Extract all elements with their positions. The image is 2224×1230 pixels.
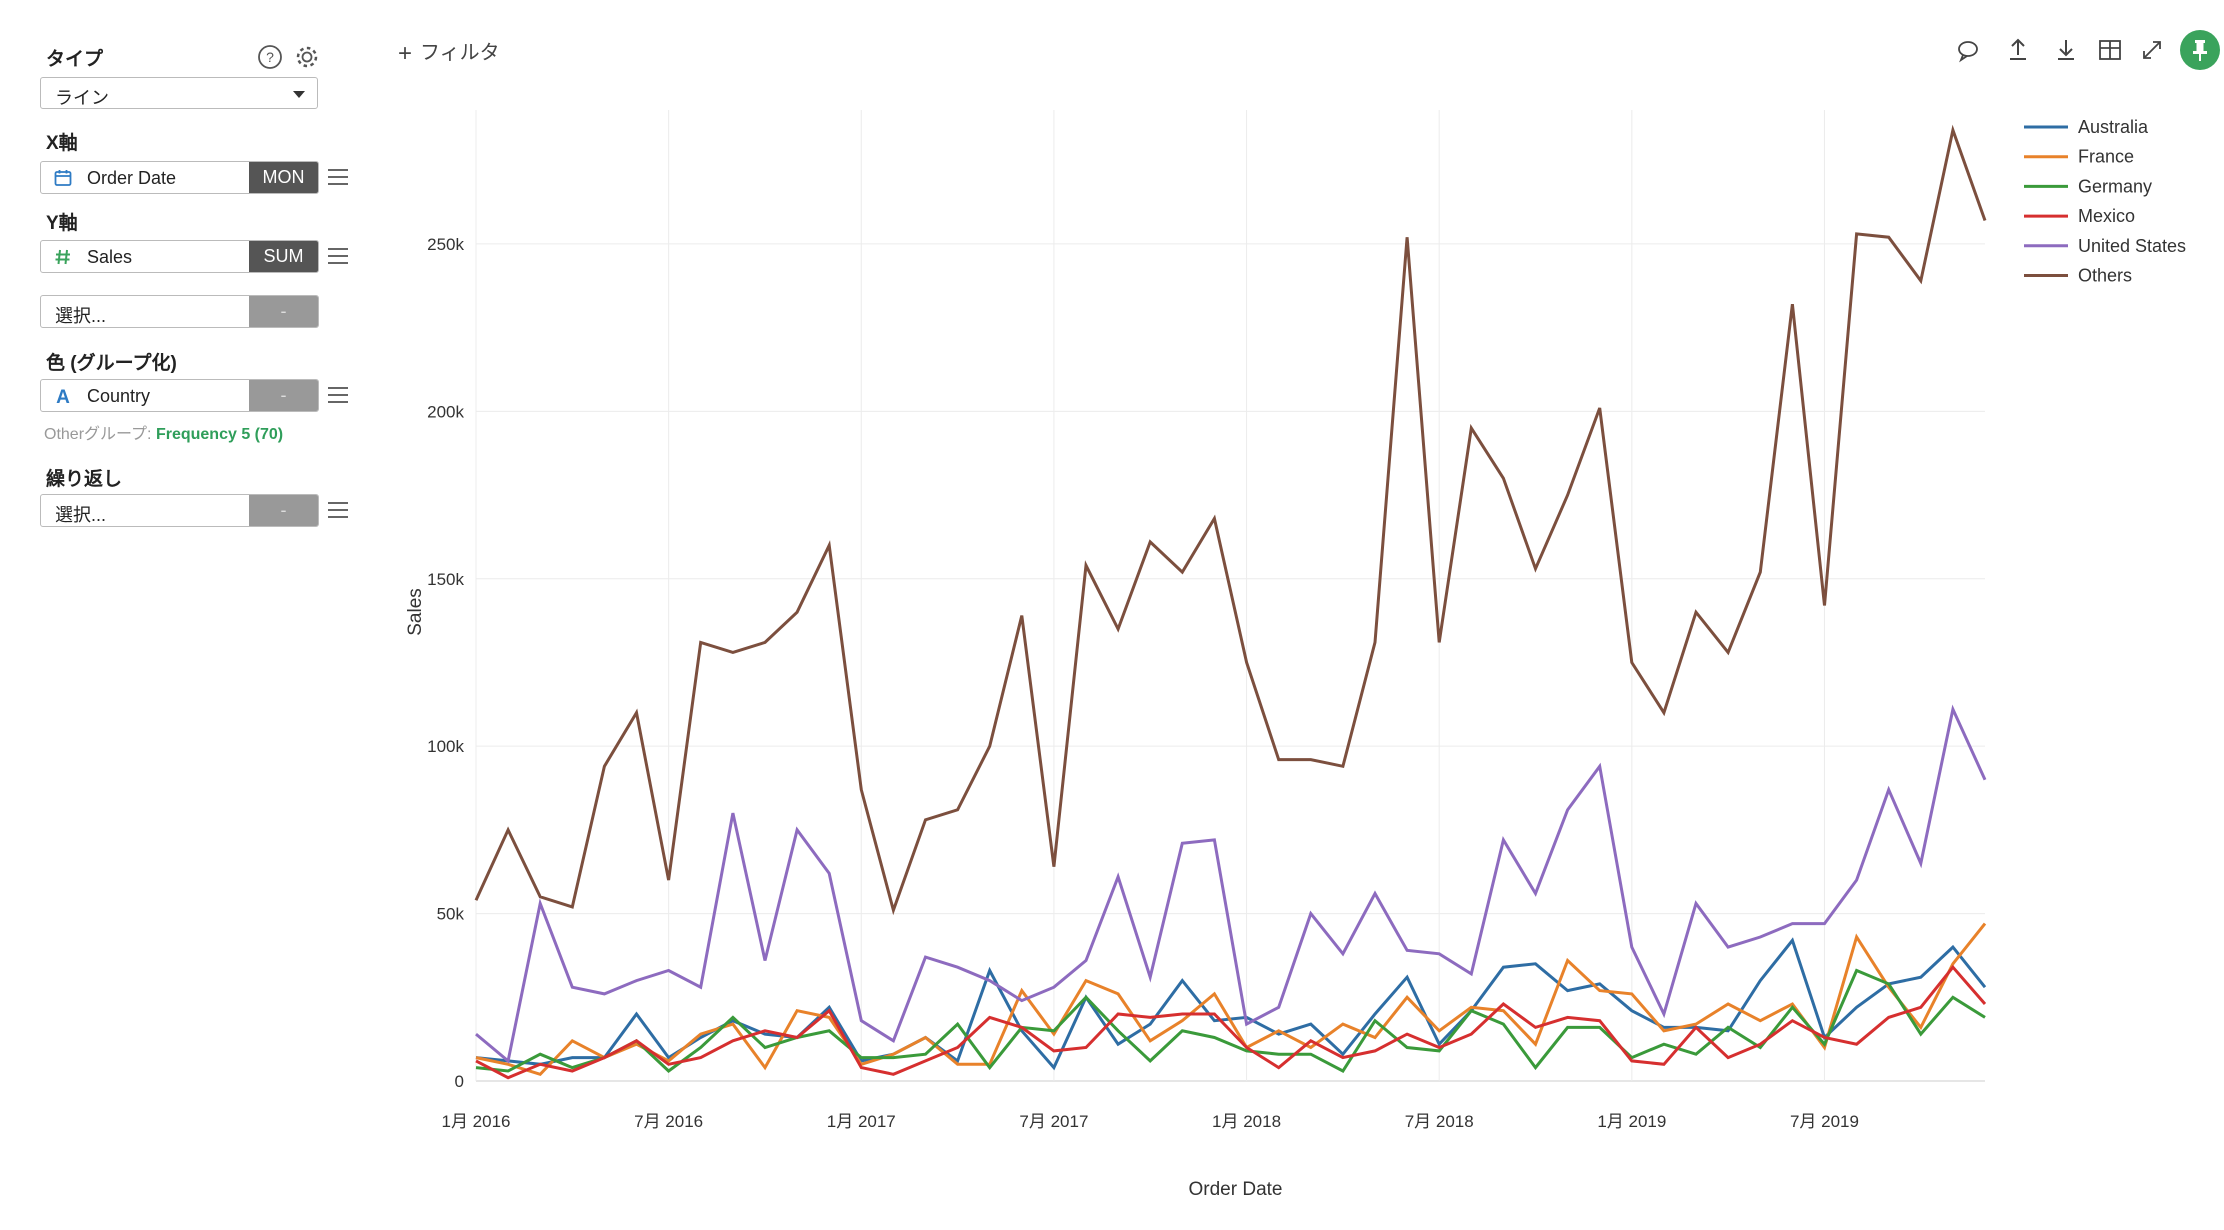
calendar-icon <box>53 168 73 188</box>
other-group-note: Otherグループ: Frequency 5 (70) <box>44 420 283 444</box>
x-axis-label: X軸 <box>46 133 78 154</box>
gear-icon[interactable] <box>294 44 320 70</box>
legend-item: United States <box>2078 236 2186 256</box>
svg-text:?: ? <box>266 49 274 65</box>
y-tick-label: 150k <box>427 570 464 589</box>
series-line-mexico <box>475 964 1987 1080</box>
x-tick-label: 7月 2018 <box>1405 1112 1474 1131</box>
series-line-germany <box>475 968 1986 1073</box>
color-aggregation-button[interactable]: - <box>249 380 318 411</box>
x-tick-label: 7月 2019 <box>1790 1112 1859 1131</box>
legend-item: France <box>2078 147 2134 167</box>
upload-icon[interactable] <box>2004 36 2032 64</box>
svg-text:A: A <box>56 387 70 406</box>
series-line-france <box>475 922 1987 1077</box>
series-line-united-states <box>475 704 1987 1064</box>
y2-placeholder: 選択... <box>55 306 107 326</box>
hash-icon <box>53 247 73 267</box>
color-field[interactable]: A Country - <box>40 379 319 412</box>
y-tick-label: 200k <box>427 402 464 421</box>
x-aggregation-button[interactable]: MON <box>249 162 318 193</box>
x-tick-label: 7月 2017 <box>1019 1112 1088 1131</box>
comment-icon[interactable] <box>1954 36 1982 64</box>
y-axis-menu-icon[interactable] <box>328 248 348 264</box>
x-field-name: Order Date <box>87 168 177 188</box>
x-tick-label: 1月 2017 <box>827 1112 896 1131</box>
help-circle-icon[interactable]: ? <box>257 44 283 70</box>
x-axis-menu-icon[interactable] <box>328 169 348 185</box>
y-axis-label: Y軸 <box>46 213 78 234</box>
y2-aggregation-button[interactable]: - <box>249 296 318 327</box>
legend-item: Others <box>2078 266 2132 286</box>
y-tick-label: 50k <box>437 905 465 924</box>
other-group-frequency-link[interactable]: Frequency 5 (70) <box>155 426 284 443</box>
y-axis-field[interactable]: Sales SUM <box>40 240 319 273</box>
x-axis-title: Order Date <box>1189 1179 1283 1200</box>
legend-item: Germany <box>2078 176 2152 196</box>
pin-icon <box>2193 40 2207 61</box>
repeat-aggregation-button[interactable]: - <box>249 495 318 526</box>
y-field-name: Sales <box>87 247 133 267</box>
series-line-others <box>474 124 1987 916</box>
expand-icon[interactable] <box>2138 36 2166 64</box>
text-a-icon: A <box>53 386 73 408</box>
color-field-name: Country <box>87 386 151 406</box>
pin-button[interactable] <box>2180 30 2220 70</box>
legend-item: Australia <box>2078 117 2149 137</box>
legend-item: Mexico <box>2078 206 2135 226</box>
x-axis-field[interactable]: Order Date MON <box>40 161 319 194</box>
x-tick-label: 1月 2016 <box>442 1112 511 1131</box>
x-tick-label: 7月 2016 <box>634 1112 703 1131</box>
color-menu-icon[interactable] <box>328 387 348 403</box>
repeat-field-select[interactable]: 選択... - <box>40 494 319 527</box>
color-group-label: 色 (グループ化) <box>46 353 177 374</box>
chart-type-value: ライン <box>55 88 109 108</box>
y-aggregation-button[interactable]: SUM <box>249 241 318 272</box>
x-tick-label: 1月 2019 <box>1597 1112 1666 1131</box>
series-line-australia <box>475 937 1987 1071</box>
plus-icon: + <box>398 40 413 67</box>
table-icon[interactable] <box>2096 36 2124 64</box>
y-axis-title: Sales <box>405 588 426 636</box>
y2-field-select[interactable]: 選択... - <box>40 295 319 328</box>
filter-label: フィルタ <box>420 42 500 64</box>
type-label: タイプ <box>46 49 104 70</box>
download-icon[interactable] <box>2052 36 2080 64</box>
x-tick-label: 1月 2018 <box>1212 1112 1281 1131</box>
y-tick-label: 250k <box>427 235 464 254</box>
y-tick-label: 100k <box>427 737 464 756</box>
chevron-down-icon <box>293 91 305 98</box>
repeat-placeholder: 選択... <box>55 505 107 525</box>
add-filter-button[interactable]: + フィルタ <box>398 36 500 67</box>
settings-panel: タイプ ? ライン X軸 Order Date MON Y軸 Sales SUM… <box>0 0 370 1230</box>
y-tick-label: 0 <box>455 1072 464 1091</box>
repeat-menu-icon[interactable] <box>328 502 348 518</box>
repeat-label: 繰り返し <box>46 469 123 490</box>
other-group-prefix: Otherグループ: <box>44 426 156 443</box>
chart-type-select[interactable]: ライン <box>40 77 318 109</box>
